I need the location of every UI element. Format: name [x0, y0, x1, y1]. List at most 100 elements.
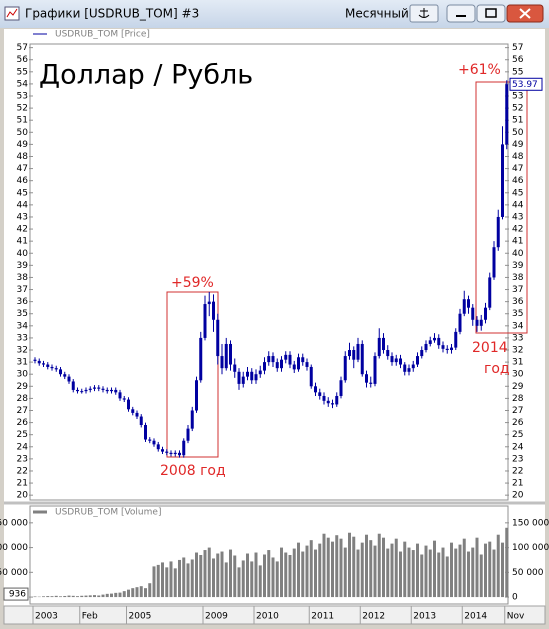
volume-bar	[492, 549, 496, 598]
y-tick-label-left: 51	[17, 116, 28, 126]
y-tick-label-left: 53	[17, 92, 28, 102]
candle-body	[212, 301, 215, 320]
volume-bar	[467, 551, 470, 598]
candle-body	[288, 354, 292, 365]
volume-bar	[195, 552, 198, 598]
y-tick-label-left: 42	[17, 225, 28, 235]
y-tick-label-right: 37	[512, 285, 523, 295]
volume-bar	[288, 555, 292, 598]
volume-bar	[80, 595, 84, 598]
x-tick-label: 2014	[464, 612, 487, 622]
annotation: 2008 год	[160, 463, 226, 479]
candle-body	[203, 304, 207, 338]
volume-bar	[165, 567, 169, 598]
candle-body	[403, 364, 407, 372]
volume-bar	[237, 567, 241, 598]
volume-bar	[416, 543, 419, 598]
candle-body	[33, 359, 37, 361]
candle-body	[441, 345, 445, 349]
candle-body	[496, 216, 500, 248]
volume-bar	[386, 548, 390, 598]
candle-body	[450, 347, 453, 351]
candle-body	[501, 144, 504, 217]
candle-body	[182, 440, 186, 456]
candle-body	[97, 387, 101, 389]
y-tick-label-right: 49	[512, 140, 524, 150]
volume-bar	[178, 559, 181, 598]
volume-bar	[76, 596, 79, 598]
y-tick-label-left: 26	[17, 418, 29, 428]
y-tick-label-right: 33	[512, 333, 523, 343]
y-tick-label-right: 20	[512, 491, 524, 501]
volume-bar	[258, 565, 262, 598]
y-tick-label-left: 30	[17, 370, 29, 380]
y-tick-label-right: 41	[512, 237, 523, 247]
y-tick-label-left: 41	[17, 237, 28, 247]
volume-bar	[394, 538, 398, 598]
y-tick-label-left: 24	[17, 442, 29, 452]
candle-body	[339, 380, 343, 396]
candle-body	[144, 425, 147, 440]
y-tick-label-left: 39	[17, 261, 29, 271]
volume-bar	[420, 554, 424, 598]
y-tick-label-left: 21	[17, 479, 28, 489]
price-legend: USDRUB_TOM [Price]	[55, 30, 150, 40]
volume-bar	[254, 552, 258, 598]
y-tick-label-left: 57	[17, 43, 28, 53]
candle-body	[229, 343, 232, 365]
annotation: 2014	[472, 340, 508, 356]
y-tick-label-right: 26	[512, 418, 524, 428]
x-tick-label: 2009	[205, 612, 228, 622]
volume-bar	[343, 547, 347, 598]
candle-body	[110, 389, 113, 392]
candle-body	[135, 412, 139, 417]
candle-body	[416, 356, 419, 365]
candle-body	[71, 381, 75, 390]
candle-body	[292, 364, 296, 370]
last-price-label: 53.97	[512, 80, 538, 90]
volume-bar	[360, 542, 364, 598]
candle-body	[271, 356, 275, 363]
y-tick-label-left: 46	[17, 176, 29, 186]
annotation: год	[484, 361, 510, 377]
y-tick-label-right: 21	[512, 479, 523, 489]
y-tick-label-left: 36	[17, 297, 29, 307]
candle-body	[297, 357, 300, 370]
candle-body	[454, 331, 458, 348]
volume-bar	[275, 561, 279, 598]
current-volume-box	[3, 587, 29, 601]
y-tick-label-left: 150 000	[0, 518, 28, 528]
volume-bar	[271, 557, 275, 598]
candle-body	[122, 398, 126, 400]
y-tick-label-right: 56	[512, 55, 524, 65]
volume-bar	[339, 538, 343, 598]
candle-body	[348, 350, 351, 357]
candle-body	[67, 376, 71, 382]
volume-bar	[67, 595, 71, 598]
candle-body	[462, 299, 466, 314]
volume-bar	[229, 549, 232, 598]
y-tick-label-right: 53	[512, 92, 523, 102]
maximize-button[interactable]	[476, 4, 506, 23]
y-tick-label-left: 45	[17, 188, 28, 198]
volume-bar	[484, 543, 487, 598]
close-icon	[519, 8, 531, 19]
volume-bar	[403, 541, 407, 598]
volume-bar	[458, 544, 462, 598]
y-tick-label-left: 56	[17, 55, 29, 65]
timeframe[interactable]: Месячный	[345, 7, 409, 21]
volume-bar	[186, 563, 190, 598]
volume-bar	[390, 543, 394, 598]
candle-body	[386, 350, 390, 357]
candle-body	[424, 343, 428, 351]
y-tick-label-left: 50 000	[0, 568, 28, 578]
y-tick-label-right: 40	[512, 249, 524, 259]
volume-bar	[88, 595, 92, 598]
minimize-button[interactable]	[446, 4, 476, 23]
volume-bar	[54, 595, 58, 598]
candle-body	[216, 319, 220, 357]
candle-body	[331, 403, 334, 405]
y-tick-label-left: 44	[17, 200, 29, 210]
y-tick-label-left: 54	[17, 79, 29, 89]
